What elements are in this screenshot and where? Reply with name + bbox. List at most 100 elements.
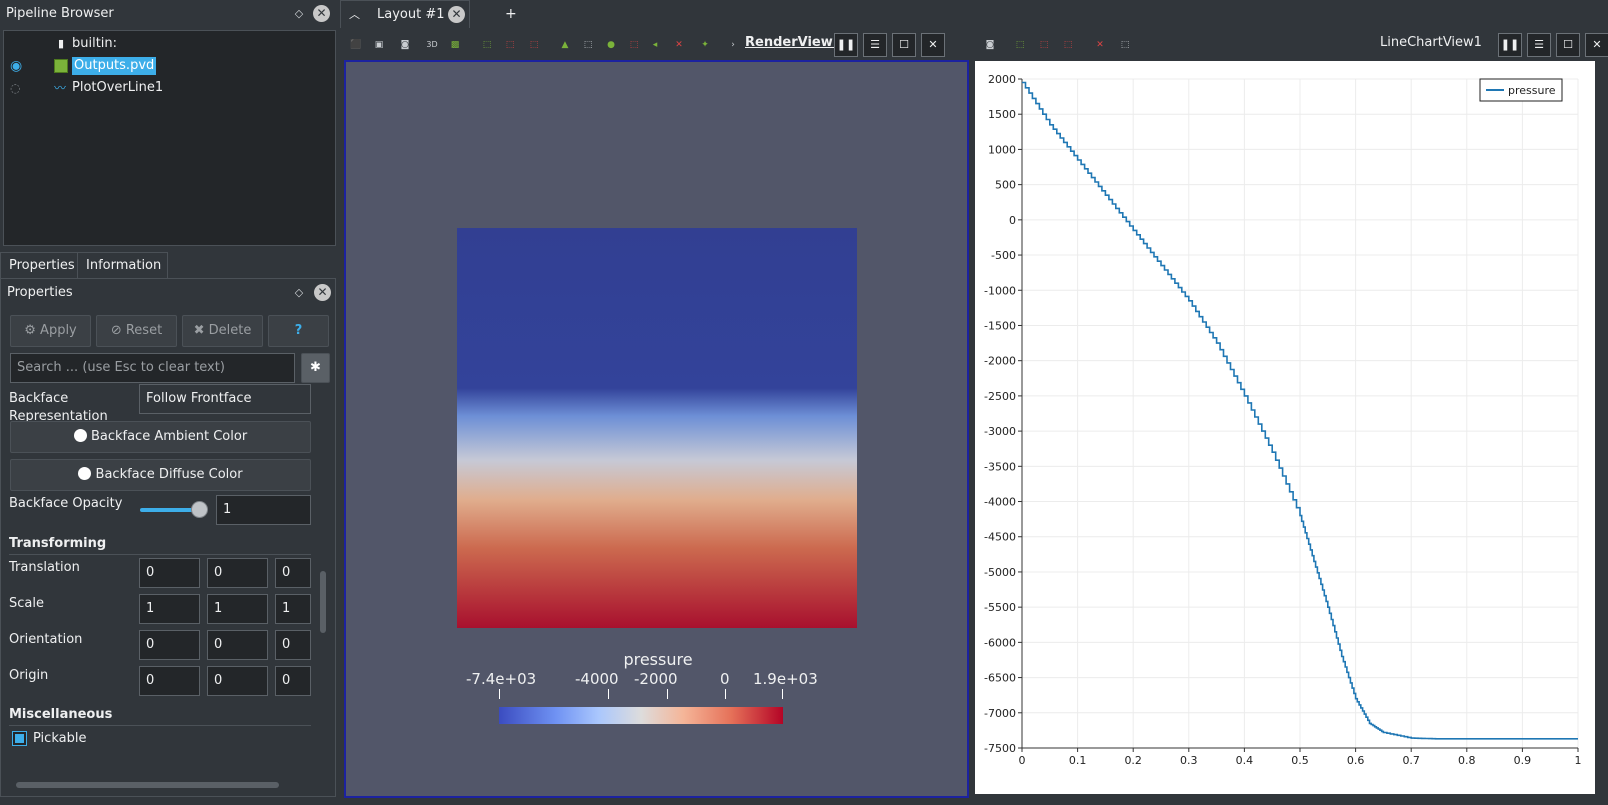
tab-properties[interactable]: Properties (0, 252, 78, 278)
reset-camera-icon[interactable]: ⬛ (350, 40, 362, 50)
origin-y-input[interactable]: 0 (207, 666, 268, 696)
chart-select-points-icon[interactable]: ⬚ (1039, 40, 1049, 50)
pipeline-item-outputs[interactable]: ◉ Outputs.pvd (4, 55, 335, 77)
search-input[interactable]: Search ... (use Esc to clear text) (10, 353, 295, 383)
chart-select-polygon-icon[interactable]: ⬚ (1063, 40, 1073, 50)
clear-selection-icon[interactable]: ✕ (675, 40, 683, 50)
pipeline-item-plotoverline[interactable]: ◌ 〰 PlotOverLine1 (4, 77, 335, 99)
chart-extract-icon[interactable]: ⬚ (1120, 40, 1130, 50)
close-properties-button[interactable]: ✕ (314, 284, 331, 301)
select-points-icon[interactable]: ⬚ (505, 40, 515, 50)
backface-opacity-input[interactable]: 1 (216, 495, 311, 525)
pipeline-item-label: PlotOverLine1 (72, 80, 164, 95)
tab-information[interactable]: Information (78, 252, 168, 278)
color-swatch-icon (73, 429, 87, 442)
orientation-y-input[interactable]: 0 (207, 630, 268, 660)
extract-selection-icon[interactable]: ✦ (701, 40, 709, 50)
chart-legend (1479, 78, 1563, 102)
split-horizontal-button[interactable]: ☰ (863, 33, 887, 57)
close-pipeline-button[interactable]: ✕ (313, 5, 330, 22)
line-chart-svg: 2000 1500 1000 500 0 -500 -1000 -1500 -2000 -2500… (984, 73, 1581, 767)
shrink-selection-icon[interactable]: ◂ (652, 40, 658, 50)
chart-close-button[interactable]: ✕ (1585, 33, 1608, 57)
translation-y-input[interactable]: 0 (207, 558, 268, 588)
delete-button[interactable]: ✖ Delete (182, 315, 263, 347)
colorbar-label-2000: -2000 (634, 670, 678, 688)
series-line-pressure (1022, 81, 1578, 740)
render-view[interactable]: pressure -7.4e+03 -4000 -2000 0 1.9e+03 (344, 60, 969, 798)
close-layout-button[interactable]: ✕ (448, 6, 465, 23)
screenshot-icon[interactable]: ◙ (400, 40, 410, 50)
chart-screenshot-icon[interactable]: ◙ (985, 40, 995, 50)
backface-rep-select[interactable]: Follow Frontface (139, 384, 311, 414)
color-swatch-icon (78, 467, 92, 480)
reset-label: Reset (125, 323, 163, 338)
float-dock-icon[interactable]: ◇ (294, 7, 304, 20)
colorbar-label-0: 0 (720, 670, 730, 688)
backface-diffuse-color-button[interactable]: Backface Diffuse Color (10, 459, 311, 491)
3d-toggle-icon[interactable]: 3D (426, 40, 438, 49)
line-chart-view[interactable]: 2000 1500 1000 500 0 -500 -1000 -1500 -2000 -2500… (975, 61, 1595, 794)
y-tick-label: 1500 (988, 108, 1016, 121)
eye-hidden-icon[interactable]: ◌ (10, 81, 21, 95)
select-cells-icon[interactable]: ⬚ (482, 40, 492, 50)
orientation-z-input[interactable]: 0 (275, 630, 311, 660)
scale-z-input[interactable]: 1 (275, 594, 311, 624)
translation-x-input[interactable]: 0 (139, 558, 200, 588)
eye-visible-icon[interactable]: ◉ (10, 58, 23, 74)
opacity-slider-track[interactable] (140, 508, 200, 512)
grow-selection-icon[interactable]: ⬚ (629, 40, 639, 50)
x-tick-label: 0.4 (1236, 754, 1254, 767)
properties-vertical-scrollbar[interactable] (320, 571, 326, 633)
y-tick-label: -1000 (984, 284, 1016, 297)
y-tick-label: -5000 (984, 566, 1016, 579)
pipeline-item-label: Outputs.pvd (72, 57, 157, 75)
hover-points-icon[interactable]: ● (607, 40, 615, 50)
backface-rep-label: Backface Representation (9, 390, 108, 426)
origin-x-input[interactable]: 0 (139, 666, 200, 696)
origin-z-input[interactable]: 0 (275, 666, 311, 696)
scale-label: Scale (9, 596, 44, 611)
zoom-to-data-icon[interactable]: ▣ (374, 40, 384, 50)
translation-z-input[interactable]: 0 (275, 558, 311, 588)
float-dock-icon[interactable]: ◇ (294, 286, 304, 299)
help-button[interactable]: ? (268, 315, 329, 347)
y-tick-label: -6000 (984, 636, 1016, 649)
select-frustum-icon[interactable]: ⬚ (529, 40, 539, 50)
chart-select-icon[interactable]: ⬚ (1015, 40, 1025, 50)
reset-button[interactable]: ⊘ Reset (96, 315, 177, 347)
colorbar-tick (782, 689, 783, 699)
chart-maximize-button[interactable]: ☐ (1556, 33, 1580, 57)
orientation-x-input[interactable]: 0 (139, 630, 200, 660)
add-layout-button[interactable]: + (505, 6, 517, 22)
section-miscellaneous: Miscellaneous (9, 707, 113, 722)
pressure-surface[interactable] (457, 228, 857, 628)
interactive-select-icon[interactable]: ▲ (561, 40, 569, 50)
maximize-view-button[interactable]: ☐ (892, 33, 916, 57)
chart-pause-button[interactable]: ❚❚ (1498, 33, 1522, 57)
pipeline-item-builtin[interactable]: ▮ builtin: (4, 33, 335, 55)
pickable-checkbox[interactable] (12, 731, 27, 746)
advanced-settings-gear-icon[interactable]: ✱ (301, 353, 330, 383)
chart-split-button[interactable]: ☰ (1527, 33, 1551, 57)
apply-button[interactable]: ⚙ Apply (10, 315, 91, 347)
backface-ambient-label: Backface Ambient Color (90, 429, 248, 444)
colorbar-tick (667, 689, 668, 699)
camera-icon[interactable]: ▩ (450, 40, 460, 50)
properties-horizontal-scrollbar[interactable] (16, 782, 279, 788)
scale-y-input[interactable]: 1 (207, 594, 268, 624)
colorbar-tick (499, 689, 500, 699)
opacity-slider-handle[interactable] (191, 501, 208, 518)
chevron-right-icon[interactable]: › (731, 40, 735, 50)
x-tick-label: 0.5 (1291, 754, 1309, 767)
chart-clear-selection-icon[interactable]: ✕ (1096, 40, 1104, 50)
tab-layout-1[interactable]: ︿ Layout #1 ✕ (340, 0, 470, 28)
colorbar-label-max: 1.9e+03 (753, 670, 818, 688)
section-divider (9, 554, 311, 555)
select-block-icon[interactable]: ⬚ (583, 40, 593, 50)
scale-x-input[interactable]: 1 (139, 594, 200, 624)
backface-ambient-color-button[interactable]: Backface Ambient Color (10, 421, 311, 453)
x-tick-label: 0.8 (1458, 754, 1476, 767)
close-view-button[interactable]: ✕ (921, 33, 945, 57)
pause-render-button[interactable]: ❚❚ (834, 33, 858, 57)
